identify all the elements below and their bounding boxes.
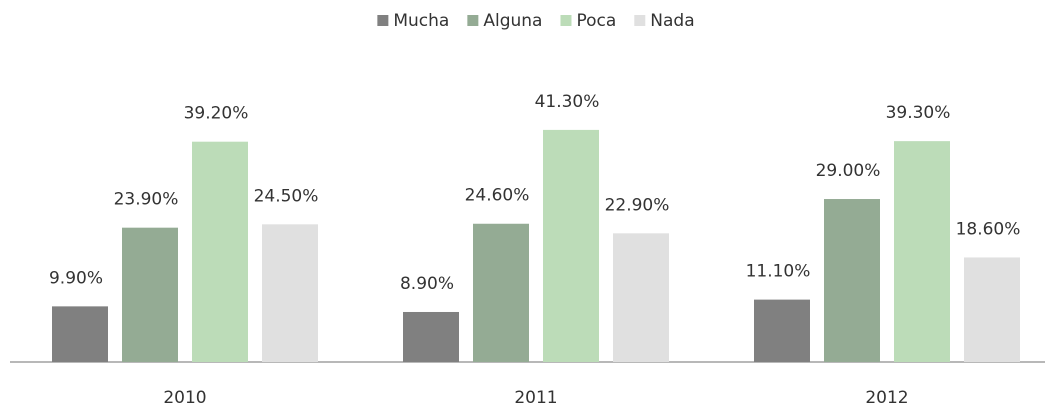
data-label: 18.60% [956,219,1021,239]
bar [894,141,950,362]
data-label: 41.30% [535,92,600,112]
bar [613,233,669,362]
data-label: 8.90% [400,274,454,294]
legend-label: Poca [576,11,616,31]
legend-swatch [377,15,389,26]
legend-label: Mucha [393,11,449,31]
legend-swatch [560,15,572,26]
data-label: 24.60% [465,186,530,206]
legend-swatch [634,15,646,26]
data-label: 39.20% [184,104,249,124]
data-label: 29.00% [816,161,881,181]
bar [473,223,529,362]
legend-label: Nada [650,11,694,31]
bar [964,257,1020,362]
bar [262,224,318,362]
bar [192,141,248,362]
data-label: 24.50% [254,186,319,206]
data-label: 39.30% [886,103,951,123]
bar [543,129,599,362]
bar [754,299,810,362]
data-label: 9.90% [49,268,103,288]
x-tick-label: 2010 [163,388,206,408]
bar [824,199,880,362]
legend-label: Alguna [483,11,542,31]
data-label: 22.90% [605,195,670,215]
legend-swatch [467,15,479,26]
data-label: 23.90% [114,190,179,210]
bar [52,306,108,362]
data-label: 11.10% [746,262,811,282]
x-tick-label: 2012 [865,388,908,408]
bar [122,227,178,362]
bar [403,311,459,362]
x-tick-label: 2011 [514,388,557,408]
